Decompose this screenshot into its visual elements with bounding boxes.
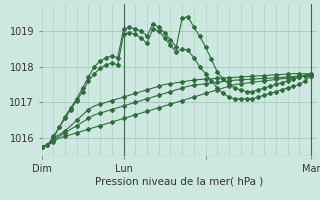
X-axis label: Pression niveau de la mer( hPa ): Pression niveau de la mer( hPa ) [95, 176, 263, 186]
